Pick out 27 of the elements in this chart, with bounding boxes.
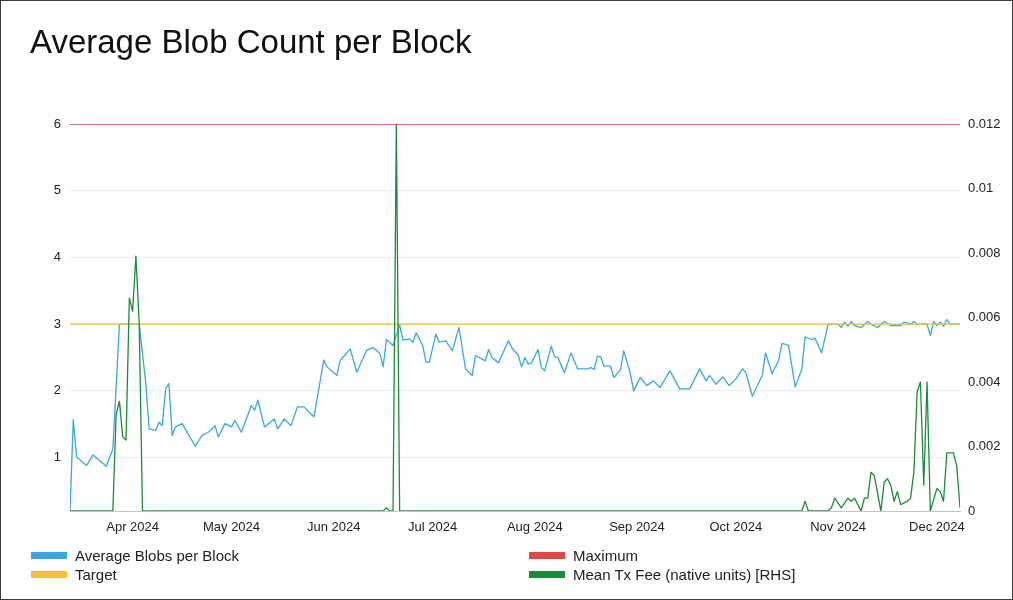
y2-tick-label: 0.01: [968, 180, 994, 196]
y2-tick-label: 0.008: [968, 244, 1001, 260]
y-tick-label: 6: [53, 115, 61, 131]
x-tick-label: Nov 2024: [810, 519, 866, 535]
x-tick-label: Aug 2024: [506, 519, 563, 535]
x-tick-label: Oct 2024: [709, 519, 763, 535]
legend-label: Average Blobs per Block: [75, 547, 239, 564]
legend-label: Mean Tx Fee (native units) [RHS]: [573, 566, 796, 583]
legend-label: Target: [75, 566, 117, 583]
y2-tick-label: 0.012: [968, 115, 1001, 131]
x-tick-label: Sep 2024: [609, 519, 665, 535]
y2-tick-label: 0: [968, 502, 976, 518]
x-tick-label: Jun 2024: [306, 519, 361, 535]
chart-title: Average Blob Count per Block: [30, 23, 472, 61]
y-tick-label: 3: [53, 315, 61, 331]
y2-tick-label: 0.002: [968, 438, 1001, 454]
y-tick-label: 4: [53, 249, 61, 265]
legend-label: Maximum: [573, 547, 639, 564]
x-tick-label: May 2024: [202, 519, 261, 535]
x-tick-label: Dec 2024: [909, 519, 965, 535]
x-tick-label: Jul 2024: [408, 519, 458, 535]
y2-tick-label: 0.004: [968, 373, 1001, 389]
y-tick-label: 1: [53, 449, 61, 465]
y-tick-label: 5: [53, 182, 61, 198]
y2-tick-label: 0.006: [968, 309, 1001, 325]
x-tick-label: Apr 2024: [106, 519, 160, 535]
y-tick-label: 2: [53, 382, 61, 398]
